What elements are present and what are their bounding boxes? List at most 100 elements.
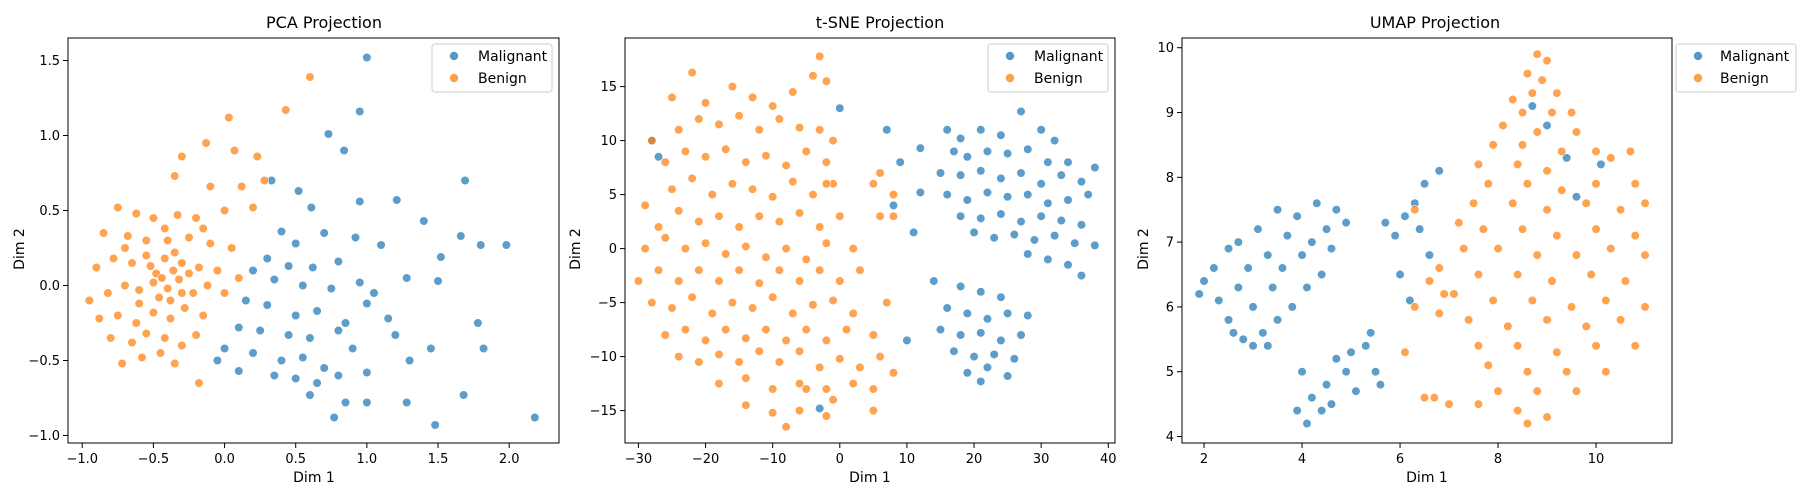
umap-title: UMAP Projection: [1370, 13, 1500, 32]
tsne-point-malignant: [976, 376, 986, 387]
tsne-point-benign: [741, 373, 751, 383]
tsne-point-malignant: [956, 211, 966, 221]
pca-point-malignant: [430, 420, 440, 430]
tsne-point-benign: [761, 325, 771, 335]
pca-y-tick-label: 1.5: [39, 54, 60, 69]
tsne-point-malignant: [989, 349, 999, 360]
tsne-point-benign: [700, 98, 711, 108]
umap-point-benign: [1429, 393, 1439, 403]
pca-point-benign: [198, 310, 208, 321]
umap-legend-label-benign: Benign: [1720, 71, 1769, 87]
pca-point-malignant: [298, 352, 308, 363]
tsne-point-benign: [660, 157, 670, 167]
pca-point-benign: [170, 358, 180, 369]
tsne-point-benign: [727, 298, 737, 308]
pca-point-malignant: [402, 397, 412, 408]
umap-point-malignant: [1527, 101, 1537, 111]
tsne-point-benign: [855, 362, 865, 373]
tsne-point-benign: [694, 217, 704, 227]
pca-point-malignant: [419, 216, 429, 226]
pca-point-malignant: [459, 390, 469, 400]
pca-x-tick-label: 1.5: [428, 452, 449, 467]
umap-point-malignant: [1248, 341, 1258, 351]
umap-point-malignant: [1297, 250, 1307, 260]
pca-point-malignant: [339, 145, 349, 156]
pca-point-benign: [134, 285, 144, 295]
pca-point-benign: [113, 310, 123, 321]
umap-point-malignant: [1243, 263, 1253, 273]
pca-point-benign: [194, 378, 204, 388]
tsne-point-benign: [821, 384, 831, 394]
umap-point-malignant: [1346, 347, 1356, 357]
pca-point-benign: [177, 258, 187, 268]
tsne-point-benign: [741, 400, 751, 410]
pca-y-ticks: −1.0 −0.5 0.0 0.5 1.0 1.5: [28, 54, 68, 444]
umap-point-malignant: [1596, 159, 1606, 169]
tsne-point-benign: [875, 168, 885, 178]
pca-point-benign: [198, 223, 208, 234]
pca-point-benign: [160, 223, 170, 234]
tsne-legend: Malignant Benign: [987, 43, 1109, 93]
umap-legend-box: [1675, 43, 1797, 93]
pca-point-benign: [148, 277, 158, 288]
tsne-point-malignant: [1036, 211, 1046, 221]
pca-point-benign: [120, 280, 130, 291]
umap-point-benign: [1615, 315, 1626, 325]
umap-point-benign: [1552, 347, 1562, 357]
pca-legend-marker-benign: [449, 73, 459, 83]
umap-point-benign: [1557, 185, 1567, 195]
tsne-point-benign: [821, 411, 831, 421]
tsne-point-benign: [794, 208, 805, 218]
pca-point-malignant: [291, 310, 301, 321]
umap-point-benign: [1542, 56, 1552, 66]
pca-point-malignant: [478, 343, 489, 354]
pca-point-malignant: [501, 240, 511, 250]
tsne-point-benign: [734, 265, 744, 275]
tsne-point-benign: [781, 335, 791, 346]
umap-point-benign: [1517, 107, 1528, 118]
tsne-point-malignant: [1043, 157, 1053, 167]
umap-point-benign: [1547, 276, 1557, 286]
tsne-legend-marker-benign: [1005, 73, 1015, 83]
tsne-point-malignant: [929, 276, 939, 286]
umap-point-malignant: [1199, 276, 1209, 286]
pca-point-benign: [84, 295, 94, 306]
umap-point-malignant: [1326, 399, 1337, 409]
pca-point-benign: [252, 151, 262, 162]
umap-point-benign: [1620, 276, 1631, 286]
tsne-point-benign: [815, 51, 825, 61]
umap-point-benign: [1571, 250, 1582, 260]
pca-point-benign: [188, 288, 198, 298]
tsne-point-benign: [855, 265, 865, 275]
tsne-point-malignant: [1003, 308, 1013, 319]
pca-point-benign: [184, 268, 194, 279]
umap-point-malignant: [1361, 341, 1371, 351]
tsne-point-malignant: [1076, 220, 1087, 230]
tsne-point-malignant: [1016, 106, 1026, 117]
pca-point-malignant: [369, 288, 379, 298]
tsne-point-benign: [808, 300, 818, 310]
umap-point-benign: [1640, 302, 1650, 312]
tsne-point-malignant: [956, 281, 966, 292]
umap-point-malignant: [1331, 354, 1341, 364]
pca-point-benign: [248, 202, 258, 213]
tsne-point-benign: [640, 200, 650, 210]
umap-point-benign: [1473, 269, 1484, 280]
tsne-x-tick-label: 40: [1100, 452, 1117, 467]
pca-point-benign: [170, 247, 180, 258]
tsne-y-tick-label: 0: [609, 242, 617, 257]
pca-point-benign: [205, 181, 215, 192]
umap-point-malignant: [1351, 386, 1361, 396]
pca-point-benign: [184, 232, 194, 243]
umap-point-benign: [1400, 347, 1410, 357]
pca-point-malignant: [319, 363, 329, 373]
tsne-point-malignant: [653, 152, 664, 162]
tsne-point-malignant: [976, 213, 986, 223]
umap-x-ticks: 2 4 6 8 10: [1200, 443, 1604, 467]
pca-point-benign: [103, 288, 113, 298]
umap-point-malignant: [1405, 295, 1415, 306]
pca-point-malignant: [308, 262, 318, 273]
tsne-point-benign: [687, 292, 697, 302]
umap-point-malignant: [1395, 269, 1405, 280]
umap-point-benign: [1591, 341, 1601, 351]
